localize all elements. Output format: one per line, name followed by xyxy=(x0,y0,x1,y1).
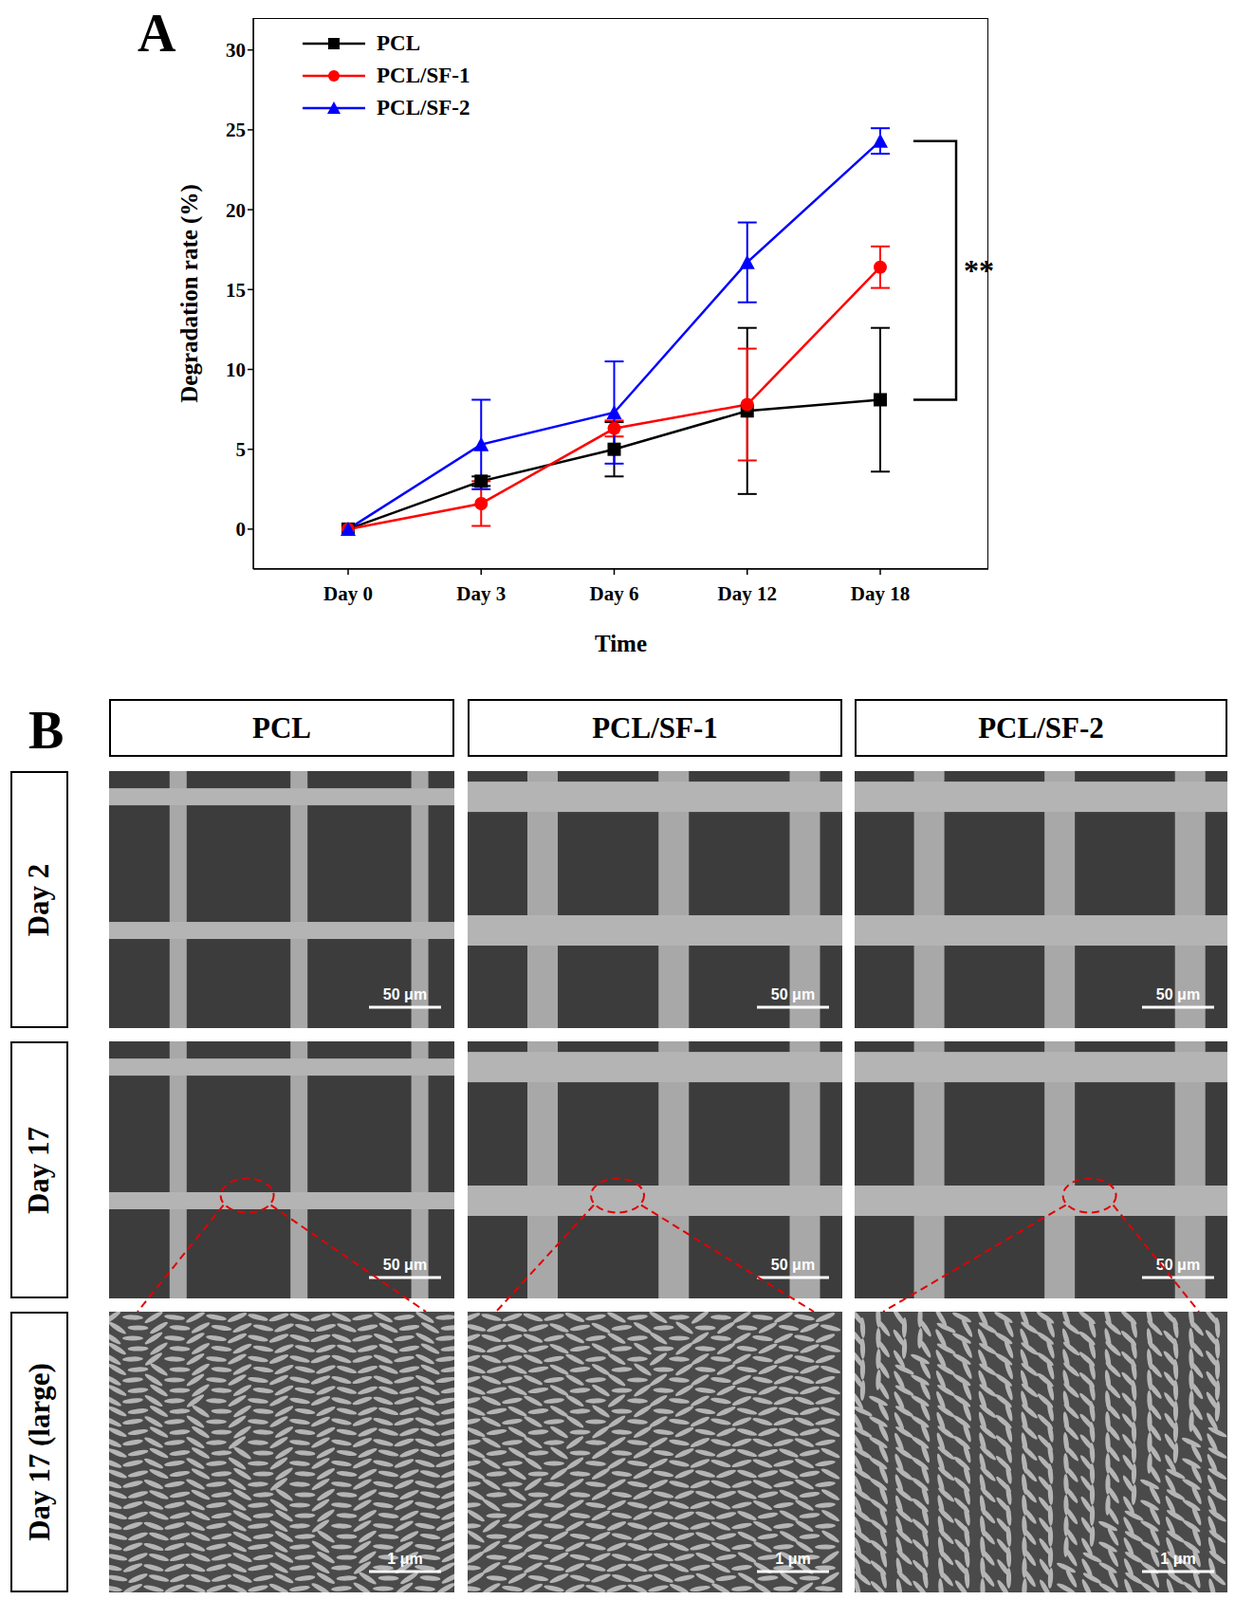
svg-text:Day 6: Day 6 xyxy=(589,582,640,606)
svg-text:50 μm: 50 μm xyxy=(1156,986,1200,1003)
svg-text:50 μm: 50 μm xyxy=(1156,1256,1200,1273)
svg-text:Time: Time xyxy=(594,630,647,657)
svg-text:Degradation rate (%): Degradation rate (%) xyxy=(176,184,203,404)
html-text:Day 17 (large): Day 17 (large) xyxy=(22,1363,56,1542)
svg-text:10: 10 xyxy=(225,358,246,382)
svg-text:50 μm: 50 μm xyxy=(383,986,427,1003)
svg-text:50 μm: 50 μm xyxy=(771,986,815,1003)
svg-text:1 μm: 1 μm xyxy=(387,1550,423,1567)
html-text:Day 2: Day 2 xyxy=(22,863,56,937)
html-text:Day 17: Day 17 xyxy=(22,1126,56,1214)
html-text:PCL/SF-2: PCL/SF-2 xyxy=(376,95,470,120)
svg-text:1 μm: 1 μm xyxy=(774,1550,811,1567)
svg-text:5: 5 xyxy=(236,438,247,461)
svg-text:0: 0 xyxy=(236,517,247,541)
svg-text:15: 15 xyxy=(225,278,246,302)
svg-text:25: 25 xyxy=(225,118,246,142)
svg-text:50 μm: 50 μm xyxy=(771,1256,815,1273)
svg-text:1 μm: 1 μm xyxy=(1160,1550,1196,1567)
html-text:PCL/SF-1: PCL/SF-1 xyxy=(376,63,470,88)
svg-text:20: 20 xyxy=(225,199,246,222)
html-text:B: B xyxy=(28,700,64,760)
html-text:PCL/SF-1: PCL/SF-1 xyxy=(592,710,718,745)
svg-text:50 μm: 50 μm xyxy=(383,1256,427,1273)
svg-text:Day 18: Day 18 xyxy=(850,582,910,606)
svg-text:30: 30 xyxy=(225,38,246,62)
html-text:PCL/SF-2: PCL/SF-2 xyxy=(978,710,1104,745)
svg-text:Day 0: Day 0 xyxy=(323,582,373,606)
html-text:PCL: PCL xyxy=(376,31,421,56)
html-text:A: A xyxy=(137,3,176,63)
svg-text:Day 3: Day 3 xyxy=(456,582,506,606)
svg-text:Day 12: Day 12 xyxy=(718,582,777,606)
html-text:PCL: PCL xyxy=(252,710,312,745)
